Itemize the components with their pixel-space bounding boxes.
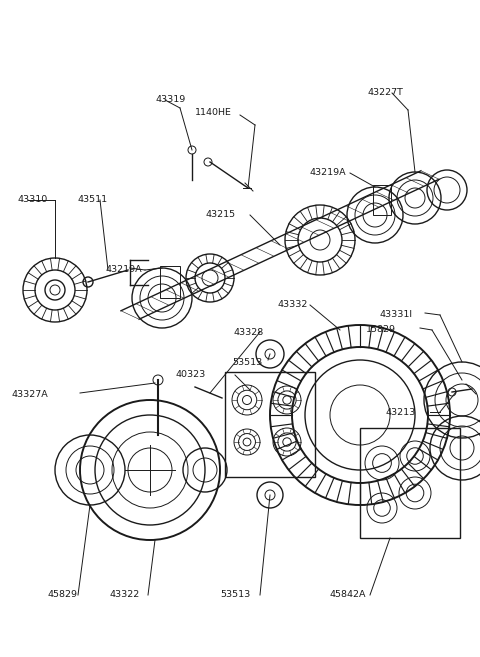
Text: 43219A: 43219A bbox=[310, 168, 347, 177]
Text: 1140HE: 1140HE bbox=[195, 108, 232, 117]
Text: 40323: 40323 bbox=[175, 370, 205, 379]
Text: 43310: 43310 bbox=[18, 195, 48, 204]
Text: 43327A: 43327A bbox=[12, 390, 49, 399]
Text: 43328: 43328 bbox=[233, 328, 263, 337]
Bar bbox=[160, 266, 180, 298]
Text: 43331I: 43331I bbox=[380, 310, 413, 319]
Text: 43213: 43213 bbox=[385, 408, 415, 417]
Text: 15829: 15829 bbox=[366, 325, 396, 334]
Text: 43215: 43215 bbox=[205, 210, 235, 219]
Text: 43219A: 43219A bbox=[105, 265, 142, 274]
Text: 43332: 43332 bbox=[278, 300, 308, 309]
Text: 43511: 43511 bbox=[78, 195, 108, 204]
Text: 43322: 43322 bbox=[110, 590, 140, 599]
Text: 53513: 53513 bbox=[232, 358, 262, 367]
Text: 45829: 45829 bbox=[48, 590, 78, 599]
Text: 45842A: 45842A bbox=[330, 590, 367, 599]
Text: 43319: 43319 bbox=[155, 95, 185, 104]
Bar bbox=[225, 372, 315, 477]
Text: 53513: 53513 bbox=[220, 590, 250, 599]
Bar bbox=[373, 185, 391, 215]
Bar bbox=[360, 428, 460, 538]
Text: 43227T: 43227T bbox=[368, 88, 404, 97]
